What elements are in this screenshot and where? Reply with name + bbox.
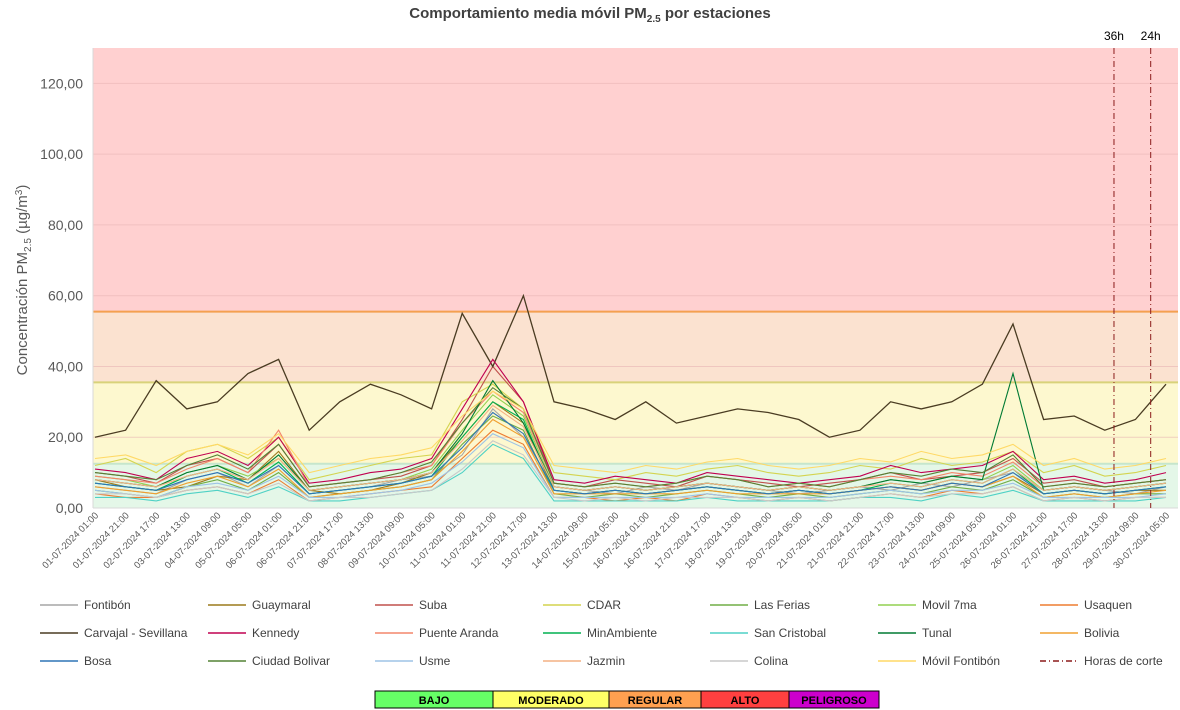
x-tick-label: 18-07-2024 13:00 (683, 510, 744, 571)
band-background (93, 48, 1178, 312)
x-tick-label: 22-07-2024 17:00 (836, 510, 897, 571)
x-tick-label: 08-07-2024 13:00 (316, 510, 377, 571)
band-legend-label: REGULAR (628, 695, 682, 707)
legend-label: Jazmin (587, 654, 625, 668)
x-tick-label: 15-07-2024 05:00 (560, 510, 621, 571)
x-tick-label: 01-07-2024 01:00 (40, 510, 101, 571)
series-line (94, 411, 1167, 495)
legend-label: Movil 7ma (922, 598, 977, 612)
x-tick-label: 30-07-2024 05:00 (1111, 510, 1172, 571)
cutoff-label: 36h (1104, 29, 1124, 43)
y-tick-label: 80,00 (48, 217, 83, 233)
y-tick-label: 100,00 (40, 146, 83, 162)
x-tick-label: 17-07-2024 17:00 (652, 510, 713, 571)
series-line (94, 293, 1167, 438)
x-tick-label: 06-07-2024 01:00 (224, 510, 285, 571)
series-line (95, 443, 1167, 502)
legend-label: Usme (419, 654, 451, 668)
x-tick-label: 16-07-2024 01:00 (591, 510, 652, 571)
y-tick-label: 0,00 (56, 500, 83, 516)
x-tick-label: 03-07-2024 13:00 (132, 510, 193, 571)
x-tick-label: 06-07-2024 21:00 (254, 510, 315, 571)
legend-label: Horas de corte (1084, 654, 1163, 668)
series-line (94, 404, 1167, 491)
y-label-subscript: 2.5 (23, 238, 34, 252)
chart-title: Comportamiento media móvil PM2.5 por est… (409, 5, 771, 25)
y-label-superscript: 3 (14, 189, 25, 195)
legend-label: Móvil Fontibón (922, 654, 1000, 668)
x-tick-label: 02-07-2024 17:00 (101, 510, 162, 571)
x-tick-label: 29-07-2024 09:00 (1081, 510, 1142, 571)
y-label-text: ) (14, 185, 31, 190)
x-tick-label: 26-07-2024 21:00 (989, 510, 1050, 571)
y-tick-label: 120,00 (40, 75, 83, 91)
y-axis-label: Concentración PM2.5 (µg/m3) (14, 185, 34, 376)
x-tick-label: 27-07-2024 17:00 (1019, 510, 1080, 571)
legend-label: Guaymaral (252, 598, 311, 612)
legend-label: Fontibón (84, 598, 131, 612)
x-tick-label: 07-07-2024 17:00 (285, 510, 346, 571)
x-tick-label: 25-07-2024 05:00 (928, 510, 989, 571)
legend-label: Colina (754, 654, 788, 668)
x-tick-label: 26-07-2024 01:00 (958, 510, 1019, 571)
x-tick-label: 04-07-2024 09:00 (163, 510, 224, 571)
x-tick-label: 05-07-2024 05:00 (193, 510, 254, 571)
band-background (93, 311, 1178, 383)
x-tick-label: 10-07-2024 05:00 (377, 510, 438, 571)
series-line (94, 415, 1166, 498)
x-tick-label: 16-07-2024 21:00 (622, 510, 683, 571)
legend-label: San Cristobal (754, 626, 826, 640)
x-tick-label: 23-07-2024 13:00 (866, 510, 927, 571)
x-tick-label: 01-07-2024 21:00 (71, 510, 132, 571)
legend-label: Kennedy (252, 626, 299, 640)
x-tick-label: 12-07-2024 17:00 (469, 510, 530, 571)
title-text: Comportamiento media móvil PM (409, 5, 647, 22)
legend-label: CDAR (587, 598, 621, 612)
x-tick-label: 28-07-2024 13:00 (1050, 510, 1111, 571)
x-tick-label: 09-07-2024 09:00 (346, 510, 407, 571)
x-tick-label: 21-07-2024 01:00 (775, 510, 836, 571)
y-label-text: Concentración PM (14, 252, 31, 375)
x-tick-label: 14-07-2024 09:00 (530, 510, 591, 571)
y-label-text: (µg/m (14, 195, 31, 238)
series-line (94, 433, 1167, 498)
cutoff-label: 24h (1141, 29, 1161, 43)
series-line (94, 390, 1167, 474)
legend-label: Usaquen (1084, 598, 1132, 612)
legend-label: MinAmbiente (587, 626, 657, 640)
y-tick-label: 60,00 (48, 288, 83, 304)
title-subscript: 2.5 (647, 14, 661, 25)
y-tick-label: 20,00 (48, 429, 83, 445)
x-tick-label: 21-07-2024 21:00 (805, 510, 866, 571)
x-tick-label: 19-07-2024 09:00 (713, 510, 774, 571)
band-legend-label: MODERADO (518, 695, 584, 707)
legend-label: Carvajal - Sevillana (84, 626, 188, 640)
band-background (93, 382, 1178, 464)
series-line (95, 440, 1166, 502)
band-legend-label: BAJO (419, 695, 450, 707)
x-tick-label: 20-07-2024 05:00 (744, 510, 805, 571)
legend-label: Bosa (84, 654, 112, 668)
legend-label: Puente Aranda (419, 626, 499, 640)
series-line (94, 386, 1167, 488)
band-legend-label: ALTO (731, 695, 760, 707)
y-tick-label: 40,00 (48, 358, 83, 374)
x-tick-label: 11-07-2024 21:00 (439, 510, 499, 570)
title-text: por estaciones (661, 5, 771, 22)
band-legend-box (788, 690, 880, 709)
x-tick-label: 24-07-2024 09:00 (897, 510, 958, 571)
legend-label: Ciudad Bolivar (252, 654, 330, 668)
legend-label: Bolivia (1084, 626, 1120, 640)
band-legend-label: PELIGROSO (801, 695, 867, 707)
legend-label: Las Ferias (754, 598, 810, 612)
legend-label: Suba (419, 598, 447, 612)
x-tick-label: 11-07-2024 01:00 (408, 510, 468, 570)
legend-label: Tunal (922, 626, 952, 640)
x-tick-label: 13-07-2024 13:00 (499, 510, 560, 571)
